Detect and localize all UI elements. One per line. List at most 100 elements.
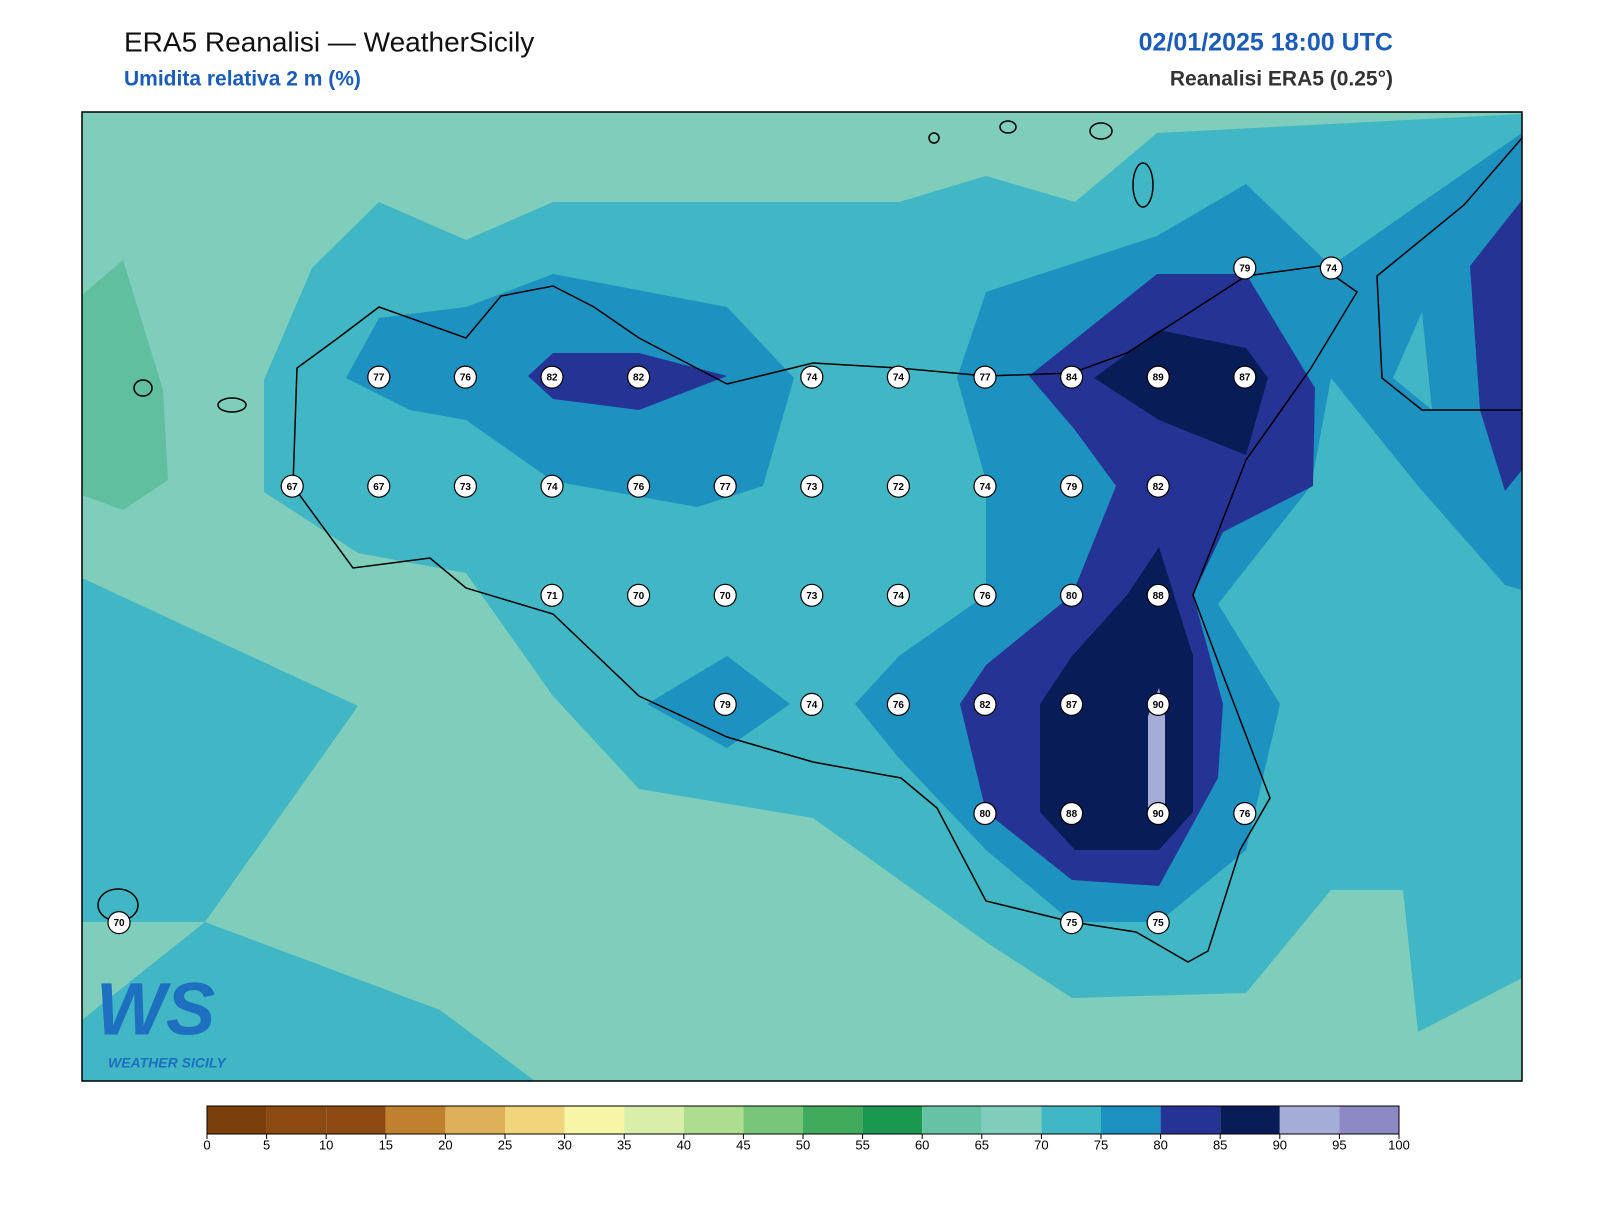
- station-value: 88: [1153, 591, 1165, 602]
- station-marker: [800, 583, 824, 607]
- station: 77: [367, 365, 391, 389]
- station: 90: [1146, 692, 1170, 717]
- station: 67: [280, 474, 304, 498]
- island: [928, 132, 940, 144]
- station-value: 75: [1066, 918, 1078, 929]
- station: 80: [973, 801, 997, 826]
- station-marker: [886, 365, 911, 389]
- colorbar-box: [743, 1106, 803, 1134]
- station-marker: [1059, 365, 1084, 389]
- station: 82: [626, 365, 651, 389]
- station: 73: [453, 474, 477, 498]
- station-marker: [800, 692, 824, 717]
- station-value: 79: [1239, 264, 1251, 275]
- subtitle: Umidita relativa 2 m (%): [124, 68, 361, 91]
- station: 79: [713, 692, 737, 717]
- station-value: 76: [979, 591, 991, 602]
- field: [1094, 330, 1268, 455]
- station-marker: [280, 474, 304, 498]
- island: [1089, 122, 1113, 140]
- station-value: 82: [633, 373, 645, 384]
- station-value: 72: [893, 482, 905, 493]
- station-marker: [1146, 583, 1170, 607]
- station-value: 77: [720, 482, 732, 493]
- station-value: 90: [1153, 809, 1165, 820]
- station: 70: [713, 583, 737, 607]
- logo-text: WEATHER SICILY: [108, 1055, 227, 1071]
- station: 74: [886, 583, 911, 607]
- field: [1393, 312, 1432, 410]
- field: [528, 353, 727, 410]
- colorbar-tick-label: 60: [915, 1137, 929, 1152]
- station: 73: [800, 583, 824, 607]
- station-value: 84: [1066, 373, 1078, 384]
- station-marker: [713, 474, 737, 498]
- station-marker: [540, 474, 564, 498]
- colorbar-tick-label: 15: [379, 1137, 393, 1152]
- station-marker: [1146, 692, 1170, 717]
- stations: 79 74 77 76 82 82 74 74 77 84 89 87 67 67 73 74 76 77 73 72…: [107, 256, 1344, 935]
- station: 87: [1233, 365, 1257, 389]
- station-marker: [973, 801, 997, 826]
- colorbar-tick-label: 25: [498, 1137, 512, 1152]
- station-marker: [1233, 365, 1257, 389]
- station-value: 79: [1066, 482, 1078, 493]
- station-marker: [800, 474, 824, 498]
- station: 67: [367, 474, 391, 498]
- station-marker: [107, 910, 131, 935]
- station-marker: [1059, 910, 1084, 935]
- island: [217, 397, 247, 413]
- station-marker: [367, 474, 391, 498]
- colorbar-box: [445, 1106, 505, 1134]
- station: 87: [1059, 692, 1084, 717]
- field: [1148, 688, 1165, 808]
- station-value: 70: [720, 591, 732, 602]
- station-marker: [367, 365, 391, 389]
- station: 80: [1059, 583, 1084, 607]
- station-marker: [973, 365, 997, 389]
- field: [1470, 200, 1522, 491]
- colorbar-box: [1220, 1106, 1280, 1134]
- station-value: 88: [1066, 809, 1078, 820]
- station: 72: [886, 474, 911, 498]
- map-frame: [81, 111, 1523, 1082]
- station-marker: [1059, 801, 1084, 826]
- station-marker: [1059, 583, 1084, 607]
- colorbar-box: [862, 1106, 923, 1134]
- station: 73: [800, 474, 824, 498]
- station-marker: [626, 474, 651, 498]
- station: 74: [540, 474, 564, 498]
- station-value: 73: [460, 482, 472, 493]
- colorbar-tick-label: 20: [438, 1137, 452, 1152]
- colorbar-box: [326, 1106, 386, 1134]
- station: 76: [886, 692, 911, 717]
- colorbar-box: [1101, 1106, 1161, 1134]
- station: 74: [886, 365, 911, 389]
- logo: WS WEATHER SICILY: [96, 968, 227, 1071]
- station-value: 67: [373, 482, 385, 493]
- station: 82: [1146, 474, 1170, 498]
- station: 70: [107, 910, 131, 935]
- title: ERA5 Reanalisi — WeatherSicily: [124, 26, 534, 57]
- station: 79: [1233, 256, 1257, 280]
- station-value: 73: [806, 482, 818, 493]
- colorbar-box: [981, 1106, 1042, 1134]
- station-value: 87: [1066, 700, 1078, 711]
- station-value: 74: [893, 373, 905, 384]
- colorbar-tick-label: 70: [1034, 1137, 1048, 1152]
- station: 88: [1059, 801, 1084, 826]
- field: [82, 922, 535, 1081]
- station-value: 74: [806, 700, 818, 711]
- station-value: 76: [460, 373, 472, 384]
- station-marker: [626, 583, 651, 607]
- colorbar-box: [385, 1106, 446, 1134]
- colorbar-tick-label: 30: [557, 1137, 571, 1152]
- station-value: 70: [113, 918, 125, 929]
- colorbar-box: [624, 1106, 684, 1134]
- station-marker: [1059, 692, 1084, 717]
- station-value: 71: [546, 591, 558, 602]
- station-marker: [1319, 256, 1344, 280]
- station-value: 67: [287, 482, 299, 493]
- colorbar-tick-label: 85: [1213, 1137, 1227, 1152]
